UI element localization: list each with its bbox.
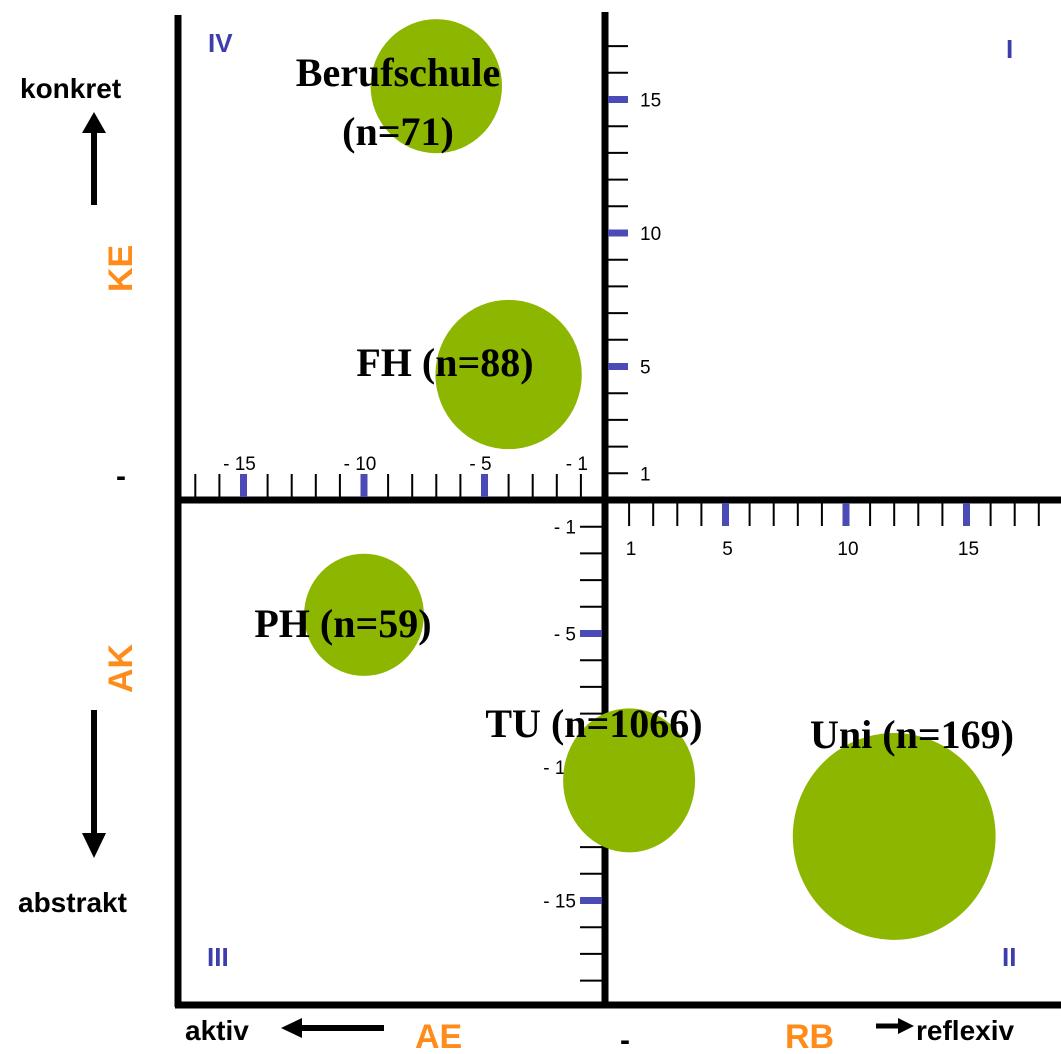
x-tick-label: 15 bbox=[958, 539, 979, 560]
y-tick-label: 5 bbox=[640, 358, 651, 379]
bubble-4 bbox=[792, 732, 996, 940]
x-tick-label: 5 bbox=[722, 539, 733, 560]
ak-axis-label: AK bbox=[102, 643, 140, 693]
quadrant-label-iii: III bbox=[207, 942, 229, 972]
ke-axis-label: KE bbox=[102, 245, 140, 292]
up-arrow-head bbox=[82, 112, 106, 133]
ae-axis-label: AE bbox=[415, 1018, 462, 1054]
bottom-dash: - bbox=[620, 1024, 630, 1054]
bubble-0 bbox=[370, 19, 503, 154]
bubble-label: Berufschule bbox=[296, 50, 500, 95]
x-tick-label: 10 bbox=[837, 539, 858, 560]
bubble-label: Uni (n=169) bbox=[810, 712, 1014, 757]
x-tick-label: - 10 bbox=[344, 454, 377, 475]
abstrakt-label: abstrakt bbox=[18, 887, 127, 918]
y-tick-label: 1 bbox=[640, 464, 651, 485]
down-arrow-head bbox=[82, 833, 106, 858]
right-arrow-head bbox=[898, 1018, 914, 1034]
konkret-label: konkret bbox=[20, 73, 121, 104]
bubbles-group: Berufschule (n=71) FH (n=88) PH (n=59) TU (n… bbox=[254, 19, 1014, 940]
left-dash: - bbox=[116, 460, 126, 493]
x-tick-label: 1 bbox=[626, 539, 637, 560]
bubble-label: (n=71) bbox=[342, 109, 454, 154]
rb-axis-label: RB bbox=[785, 1018, 834, 1054]
x-tick-label: - 15 bbox=[223, 454, 256, 475]
bubble-3 bbox=[563, 708, 696, 853]
quadrant-label-iv: IV bbox=[208, 28, 233, 58]
y-tick-label: - 5 bbox=[554, 625, 576, 646]
left-arrow-head bbox=[281, 1018, 302, 1038]
quadrant-label-i: I bbox=[1006, 34, 1013, 64]
quadrant-label-ii: II bbox=[1002, 942, 1016, 972]
bubble-label: PH (n=59) bbox=[254, 601, 431, 646]
bubble-label: FH (n=88) bbox=[356, 340, 533, 385]
x-tick-label: - 5 bbox=[469, 454, 491, 475]
bubble-1 bbox=[435, 299, 582, 450]
x-tick-label: - 1 bbox=[566, 454, 588, 475]
reflexiv-label: reflexiv bbox=[916, 1015, 1014, 1046]
bubble-2 bbox=[304, 553, 424, 676]
aktiv-label: aktiv bbox=[185, 1015, 249, 1046]
y-tick-label: - 1 bbox=[554, 518, 576, 539]
y-tick-label: 15 bbox=[640, 91, 661, 112]
y-tick-label: - 15 bbox=[543, 892, 576, 913]
y-tick-label: 10 bbox=[640, 224, 661, 245]
bubble-label: TU (n=1066) bbox=[485, 701, 702, 746]
